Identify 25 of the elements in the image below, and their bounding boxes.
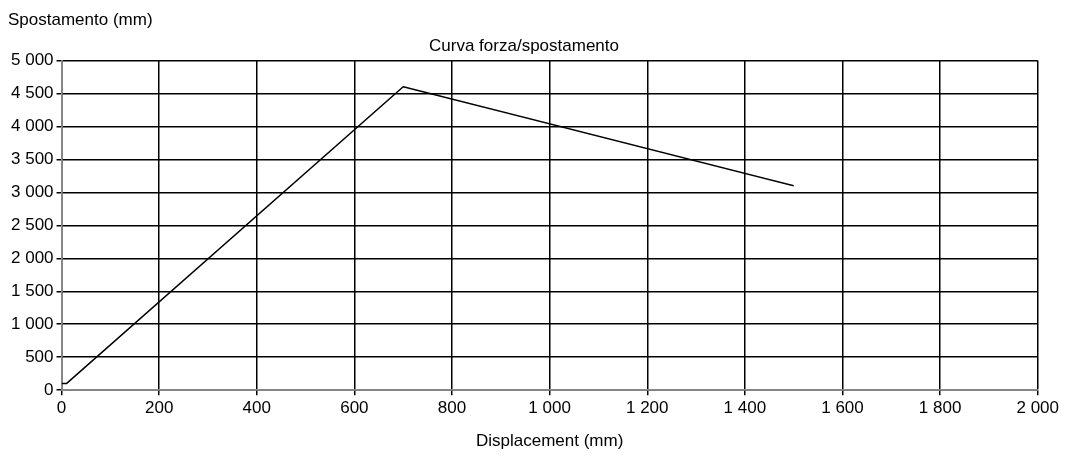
x-tick-label: 2 000 (1016, 398, 1059, 418)
x-tick-label: 200 (144, 398, 174, 418)
y-axis-title: Spostamento (mm) (8, 10, 153, 30)
y-tick-label: 1 500 (10, 280, 54, 300)
chart-title: Curva forza/spostamento (429, 35, 619, 55)
x-tick-label: 1 800 (918, 398, 962, 418)
x-tick-label: 600 (340, 398, 369, 418)
y-tick-label: 0 (44, 379, 54, 399)
x-tick-label: 0 (56, 398, 67, 418)
x-tick-label: 1 200 (625, 398, 669, 418)
x-axis-title: Displacement (mm) (475, 431, 624, 451)
x-tick-label: 1 000 (528, 398, 571, 418)
y-tick-label: 3 500 (10, 149, 54, 169)
x-tick-label: 1 400 (723, 398, 767, 418)
y-tick-label: 500 (25, 346, 54, 366)
x-tick-label: 1 600 (821, 398, 864, 418)
y-tick-label: 1 000 (10, 313, 54, 333)
y-tick-label: 2 000 (10, 247, 54, 267)
y-tick-label: 3 000 (10, 182, 54, 202)
y-tick-label: 2 500 (10, 214, 54, 234)
x-tick-label: 400 (242, 398, 271, 418)
y-tick-label: 5 000 (10, 50, 54, 70)
y-tick-label: 4 000 (10, 116, 54, 136)
x-tick-label: 800 (437, 398, 467, 418)
y-tick-label: 4 500 (10, 83, 54, 103)
